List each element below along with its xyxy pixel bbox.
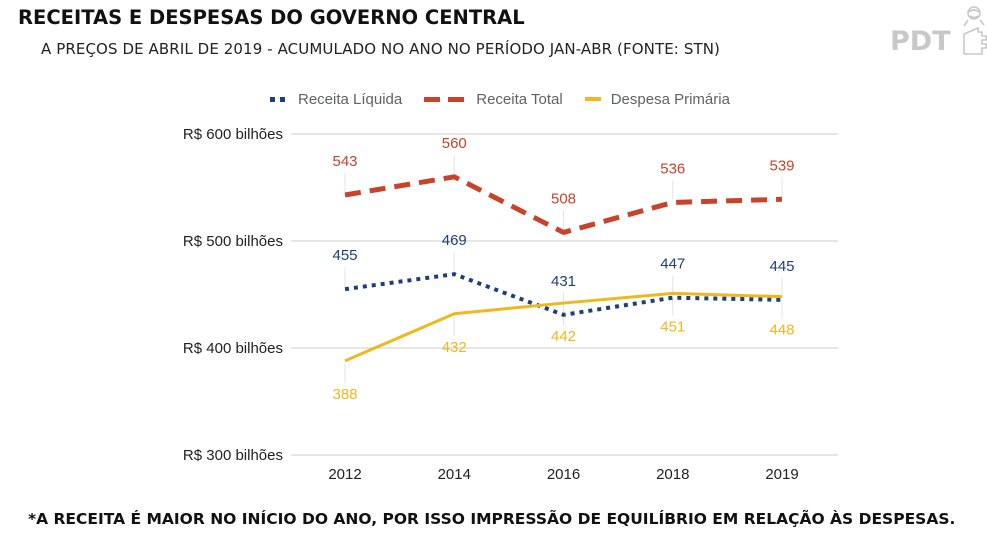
legend-item-despesa-primaria[interactable]: Despesa Primária: [584, 90, 730, 108]
data-label: 543: [332, 153, 357, 170]
data-labels: 455 469 431 447 445 543 560 508 536 539 388 432 442 4…: [332, 135, 794, 403]
legend-marker-dashed-icon: [424, 97, 465, 102]
legend-label: Receita Líquida: [298, 90, 403, 108]
legend-label: Receita Total: [476, 90, 563, 108]
series-line-receita-total: [344, 174, 783, 235]
data-label: 442: [551, 328, 576, 345]
data-label: 539: [769, 157, 794, 174]
chart-subtitle: A PREÇOS DE ABRIL DE 2019 - ACUMULADO NO…: [41, 40, 720, 58]
series-line-receita-l-quida: [344, 272, 783, 317]
x-tick-label: 2014: [438, 466, 471, 483]
data-label: 508: [551, 190, 576, 207]
data-label: 432: [442, 339, 467, 356]
legend-item-receita-liquida[interactable]: Receita Líquida: [268, 91, 402, 108]
series-lines: [344, 174, 783, 363]
data-label: 388: [332, 386, 357, 403]
data-label: 536: [660, 160, 685, 177]
data-label: 447: [660, 256, 685, 273]
label-leaders: [344, 154, 783, 383]
x-tick-label: 2016: [547, 466, 580, 483]
pdt-logo: PDT: [890, 2, 987, 62]
y-tick-label: R$ 400 bilhões: [183, 340, 283, 357]
x-tick-label: 2019: [765, 466, 798, 483]
x-axis: 2012 2014 2016 2018 2019: [328, 466, 798, 483]
data-label: 455: [332, 247, 357, 264]
data-label: 469: [442, 232, 467, 249]
series-line-despesa-prim-ria: [344, 291, 783, 363]
x-tick-label: 2012: [328, 466, 361, 483]
y-tick-label: R$ 500 bilhões: [183, 233, 283, 250]
data-label: 451: [660, 318, 685, 335]
chart-legend: Receita Líquida Receita Total Despesa Pr…: [268, 88, 752, 110]
gridlines: [291, 133, 838, 456]
data-label: 431: [551, 273, 576, 290]
chart-title: RECEITAS E DESPESAS DO GOVERNO CENTRAL: [18, 6, 525, 29]
data-label: 445: [769, 258, 794, 275]
data-label: 560: [442, 135, 467, 152]
x-tick-label: 2018: [656, 466, 689, 483]
legend-marker-dotted-icon: [270, 97, 285, 102]
data-label: 448: [769, 322, 794, 339]
y-tick-label: R$ 600 bilhões: [183, 126, 283, 143]
y-axis: R$ 300 bilhões R$ 400 bilhões R$ 500 bilhõ…: [183, 126, 283, 464]
legend-item-receita-total[interactable]: Receita Total: [424, 90, 563, 108]
legend-marker-solid-icon: [584, 97, 601, 101]
hand-with-rose-icon: [963, 6, 987, 55]
y-tick-label: R$ 300 bilhões: [183, 447, 283, 464]
legend-label: Despesa Primária: [610, 90, 730, 108]
logo-text: PDT: [890, 26, 951, 57]
footer-note: *A RECEITA É MAIOR NO INÍCIO DO ANO, POR…: [28, 510, 956, 528]
